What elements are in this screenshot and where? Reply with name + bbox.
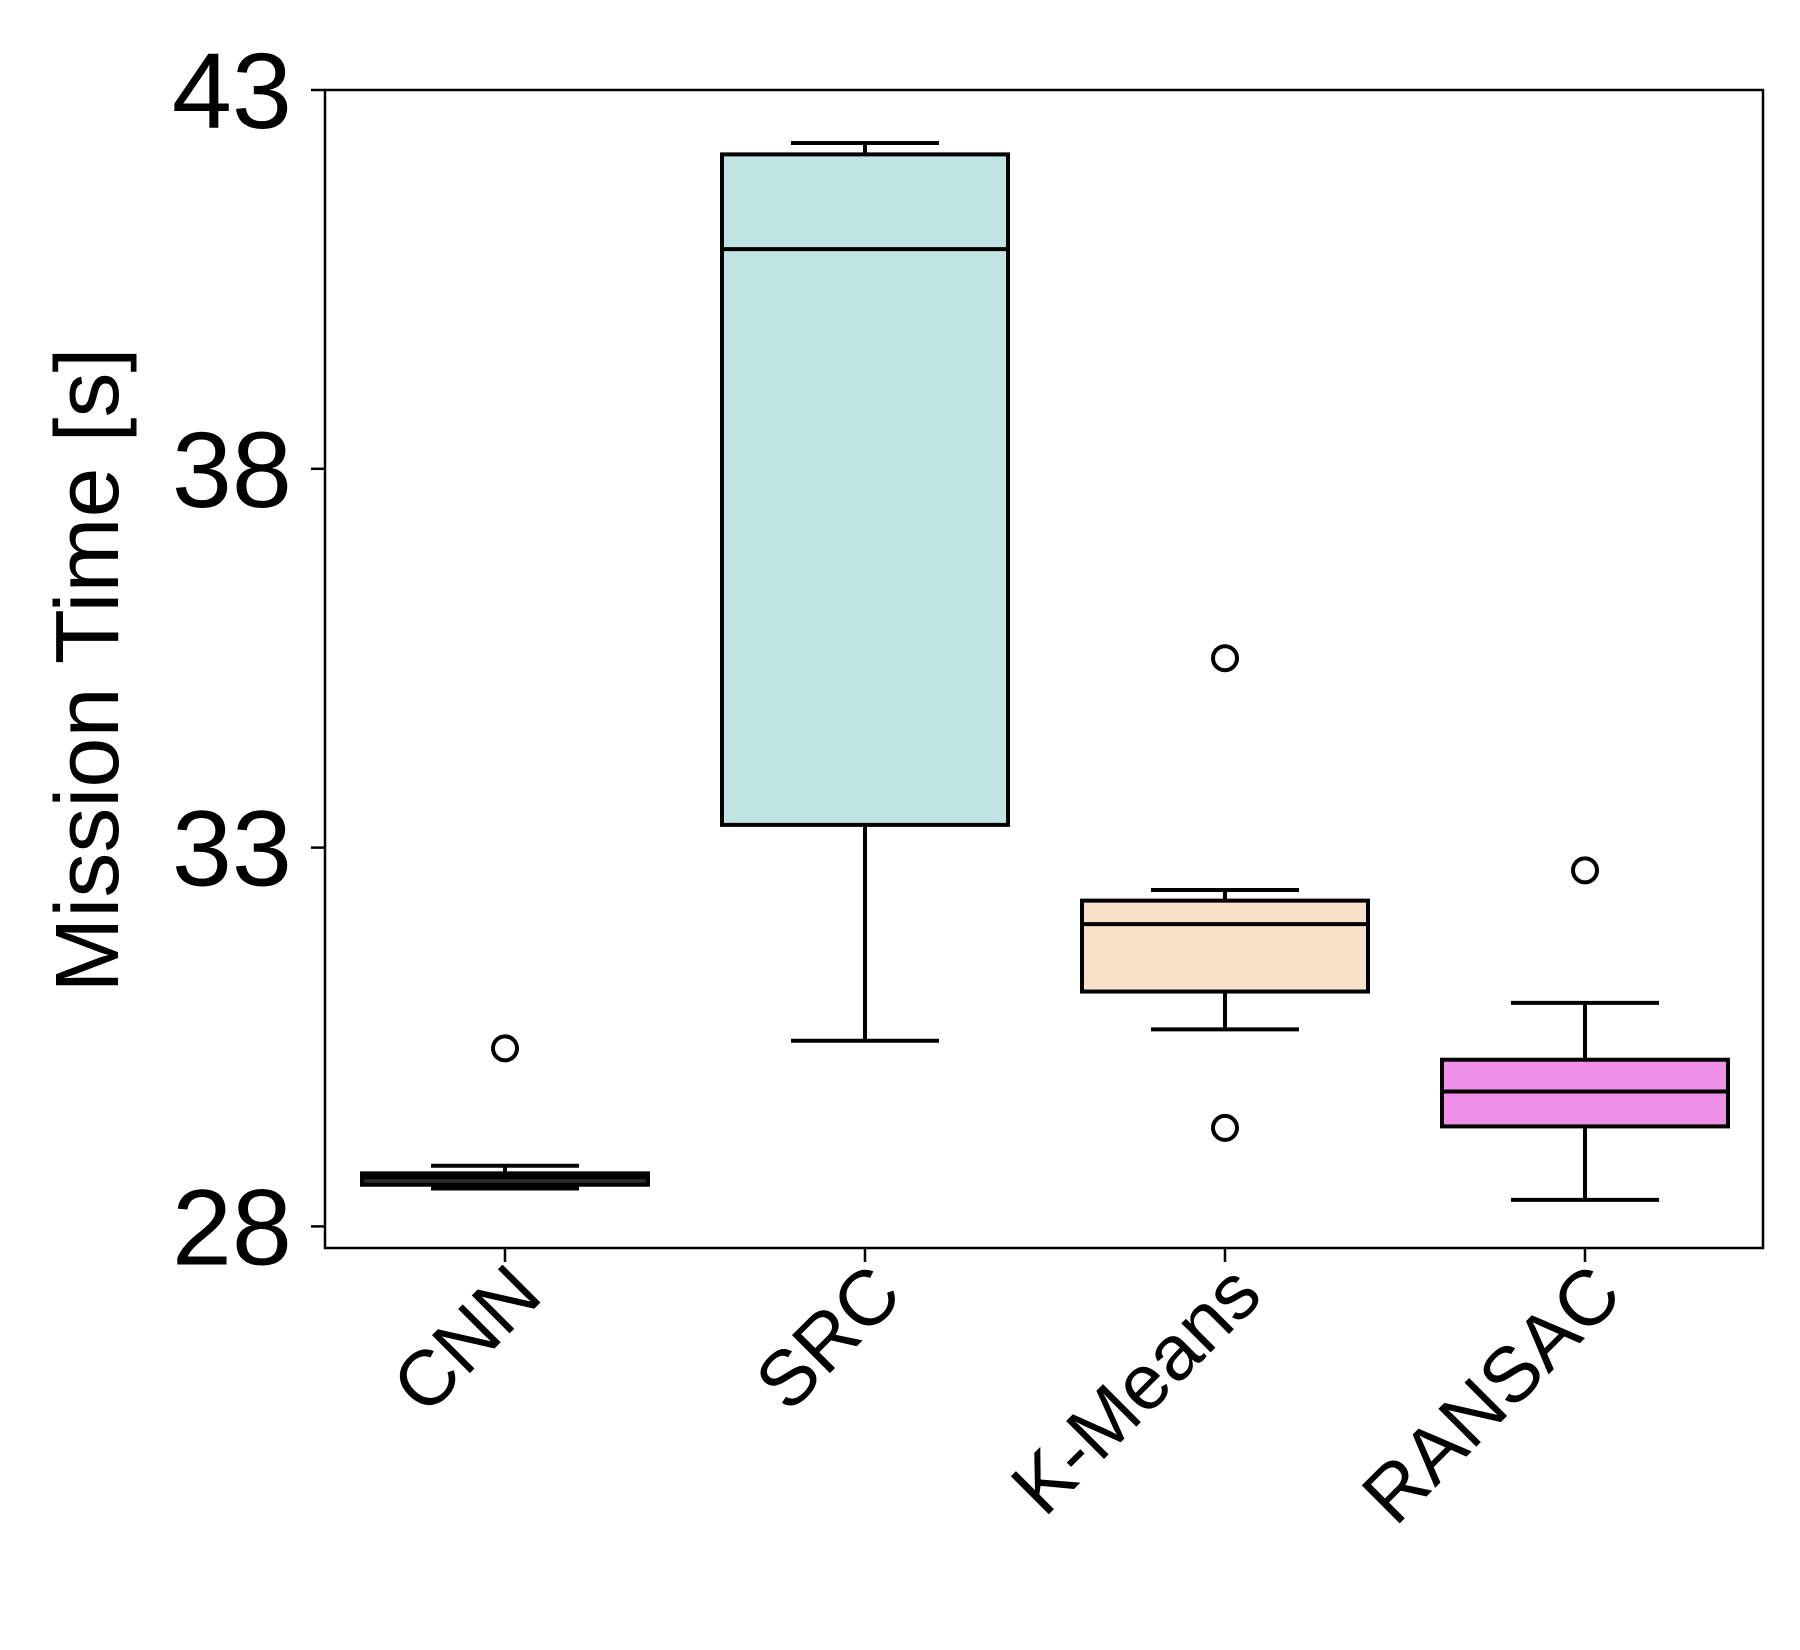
outlier-point [1211,644,1239,673]
y-tick-label: 28 [172,1166,292,1287]
x-tick-label: SRC [738,1248,917,1427]
box-iqr [720,152,1010,827]
x-tick-label: CNN [375,1248,557,1430]
y-tick-label: 33 [172,788,292,909]
outlier-point [491,1034,519,1063]
plot-area [360,141,1730,1202]
y-tick-label: 43 [172,30,292,151]
y-axis-title: Mission Time [s] [38,347,138,992]
y-tick-label: 38 [172,409,292,530]
box-group-cnn [360,1034,650,1191]
outlier-point [1211,1113,1239,1142]
y-axis: 28 33 38 43 [172,30,325,1287]
box-group-src [720,141,1010,1043]
x-tick-label: K-Means [994,1248,1277,1531]
plot-frame [323,88,1765,1250]
box-iqr [1080,898,1370,994]
box-group-ransac [1440,856,1730,1202]
x-axis: CNN SRC K-Means RANSAC [375,1248,1637,1540]
x-tick-label: RANSAC [1345,1248,1637,1540]
box-group-k-means [1080,644,1370,1142]
outlier-point [1571,856,1599,885]
